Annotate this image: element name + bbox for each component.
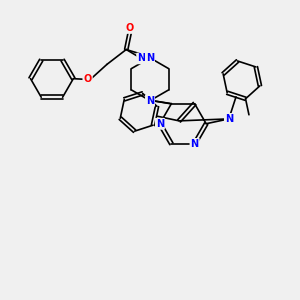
Text: N: N xyxy=(156,119,164,129)
Text: N: N xyxy=(146,53,154,63)
Text: N: N xyxy=(146,96,154,106)
Text: N: N xyxy=(137,53,145,64)
Text: N: N xyxy=(225,114,233,124)
Text: N: N xyxy=(225,114,233,124)
Text: O: O xyxy=(83,74,92,84)
Text: N: N xyxy=(190,139,199,149)
Text: N: N xyxy=(146,96,154,106)
Text: N: N xyxy=(146,53,154,63)
Text: N: N xyxy=(190,139,199,149)
Text: O: O xyxy=(126,23,134,33)
Text: O: O xyxy=(83,74,92,84)
Text: O: O xyxy=(126,23,134,33)
Text: N: N xyxy=(156,119,164,129)
